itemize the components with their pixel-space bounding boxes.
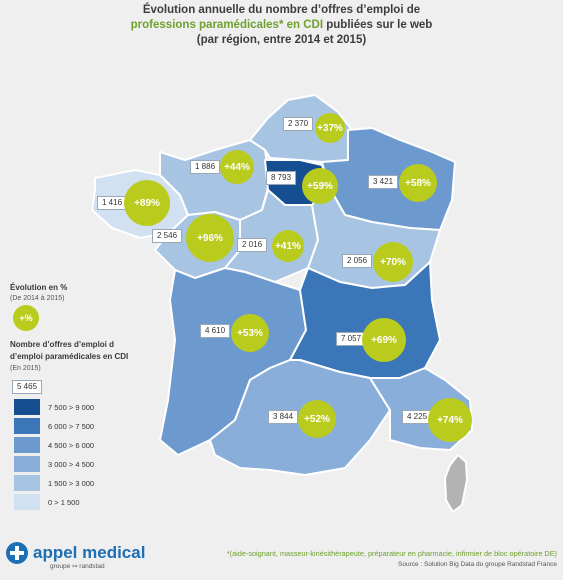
legend-range-label: 0 > 1 500 (48, 497, 80, 507)
title-line-1: Évolution annuelle du nombre d’offres d’… (142, 4, 421, 16)
legend-swatch (14, 437, 40, 453)
legend-range-label: 6 000 > 7 500 (48, 421, 95, 431)
legend-evolution-sample: +% (13, 305, 39, 331)
legend-range-label: 3 000 > 4 500 (48, 459, 95, 469)
medical-cross-icon (6, 542, 28, 564)
change-bubble-pays-de-la-loire: +96% (186, 214, 234, 262)
title-highlight: professions paramédicales* en CDI (130, 19, 324, 31)
legend-range-label: 1 500 > 3 000 (48, 478, 95, 488)
source-note: Source : Solution Big Data du groupe Ran… (398, 561, 557, 568)
change-bubble-bretagne: +89% (124, 180, 170, 226)
change-bubble-bourgogne: +70% (373, 242, 413, 282)
value-label-normandie: 1 886 (190, 160, 221, 174)
legend-offers-title-2: d’emploi paramédicales en CDI (10, 352, 129, 361)
legend-sample-value: 5 465 (12, 380, 43, 394)
title-line-2: professions paramédicales* en CDI publié… (0, 18, 563, 33)
title-line-2-rest: publiées sur le web (323, 19, 433, 31)
logo-name: appel medical (33, 543, 146, 562)
legend-range-label: 4 500 > 6 000 (48, 440, 95, 450)
value-label-centre: 2 016 (237, 238, 268, 252)
change-bubble-normandie: +44% (220, 150, 254, 184)
legend-evolution-subtitle: (De 2014 à 2015) (10, 295, 65, 302)
change-bubble-occitanie: +52% (298, 400, 336, 438)
change-bubble-ile-de-france: +59% (302, 168, 338, 204)
legend-range-row: 3 000 > 4 500 (14, 455, 94, 473)
value-label-ile-de-france: 8 793 (266, 171, 297, 185)
map-title: Évolution annuelle du nombre d’offres d’… (0, 3, 563, 48)
change-bubble-centre: +41% (272, 230, 304, 262)
region-corse (444, 454, 468, 513)
appel-medical-logo: appel medical (6, 542, 145, 564)
legend-range-label: 7 500 > 9 000 (48, 402, 95, 412)
value-label-occitanie: 3 844 (268, 410, 299, 424)
legend-range-row: 1 500 > 3 000 (14, 474, 94, 492)
value-label-pays-de-la-loire: 2 546 (152, 229, 183, 243)
title-line-3: (par région, entre 2014 et 2015) (196, 34, 367, 46)
legend-swatch (14, 456, 40, 472)
legend-swatch (14, 399, 40, 415)
legend-range-row: 7 500 > 9 000 (14, 398, 94, 416)
value-label-grand-est: 3 421 (368, 175, 399, 189)
legend-offers-title-1: Nombre d’offres d’emploi d (10, 340, 115, 349)
change-bubble-auvergne: +69% (362, 318, 406, 362)
change-bubble-aquitaine: +53% (231, 314, 269, 352)
value-label-hauts-de-france: 2 370 (283, 117, 314, 131)
change-bubble-hauts-de-france: +37% (315, 113, 345, 143)
legend-offers-subtitle: (En 2015) (10, 365, 41, 372)
value-label-bourgogne: 2 056 (342, 254, 373, 268)
change-bubble-grand-est: +58% (399, 164, 437, 202)
legend-swatch (14, 418, 40, 434)
legend-swatch (14, 494, 40, 510)
logo-subtitle: groupe ↣ randstad (50, 563, 105, 570)
value-label-aquitaine: 4 610 (200, 324, 231, 338)
legend-range-row: 4 500 > 6 000 (14, 436, 94, 454)
legend-range-row: 6 000 > 7 500 (14, 417, 94, 435)
legend-evolution-title: Évolution en % (10, 283, 68, 292)
value-label-bretagne: 1 416 (97, 196, 128, 210)
footnote: *(aide-soignant, masseur-kinésithérapeut… (226, 549, 557, 558)
change-bubble-paca: +74% (428, 398, 472, 442)
legend-swatch (14, 475, 40, 491)
legend-range-row: 0 > 1 500 (14, 493, 80, 511)
